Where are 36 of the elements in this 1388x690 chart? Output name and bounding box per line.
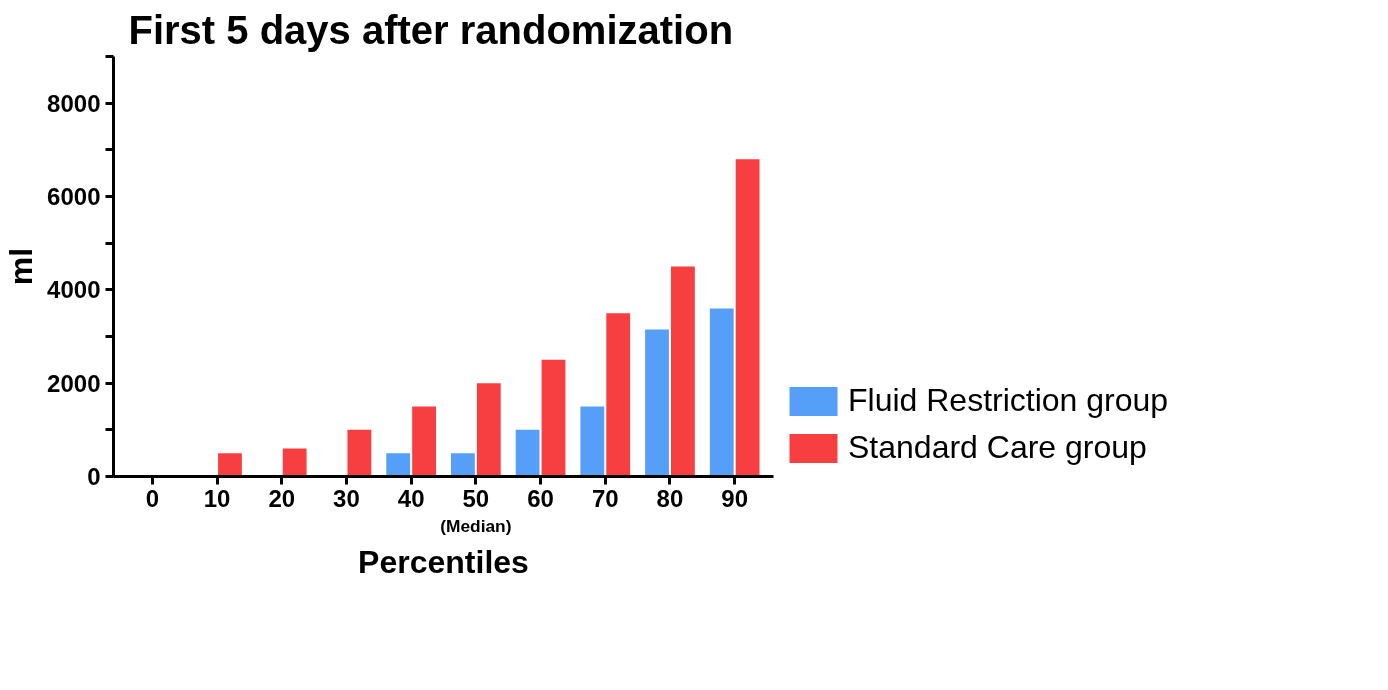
bar <box>282 448 307 477</box>
bar <box>541 359 566 477</box>
y-tick-label: 6000 <box>47 183 101 210</box>
y-tick-label: 0 <box>87 463 101 490</box>
bar <box>347 429 372 477</box>
x-tick-label: 0 <box>145 484 160 512</box>
legend-label: Fluid Restriction group <box>848 382 1169 419</box>
bar <box>515 429 540 477</box>
bar <box>709 308 734 477</box>
bar <box>412 406 436 477</box>
y-tick-label: 2000 <box>47 369 101 397</box>
x-tick-label: 70 <box>591 484 619 512</box>
bar <box>476 383 501 477</box>
y-tick-label: 8000 <box>47 89 101 117</box>
x-tick-label: 30 <box>333 484 360 512</box>
x-tick-label: 40 <box>397 484 425 512</box>
x-tick-label: 50 <box>462 484 490 512</box>
chart-title: First 5 days after randomization <box>128 7 734 52</box>
x-tick-label: 90 <box>721 484 749 512</box>
x-tick-label: 20 <box>268 484 296 512</box>
x-tick-label: 80 <box>656 484 684 512</box>
y-tick-label: 4000 <box>47 276 101 304</box>
bar <box>645 329 669 477</box>
y-axis-title: ml <box>3 247 40 286</box>
bar <box>580 406 605 477</box>
bar <box>451 453 475 477</box>
x-axis-title: Percentiles <box>358 543 529 580</box>
bar <box>218 453 242 477</box>
x-tick-label: 60 <box>527 484 554 512</box>
bar <box>671 266 695 477</box>
legend-label: Standard Care group <box>848 429 1147 466</box>
bar <box>735 159 760 477</box>
text: (Median) <box>440 515 512 536</box>
x-tick-label: 10 <box>203 484 231 512</box>
bar <box>386 453 411 477</box>
bar <box>606 313 631 477</box>
